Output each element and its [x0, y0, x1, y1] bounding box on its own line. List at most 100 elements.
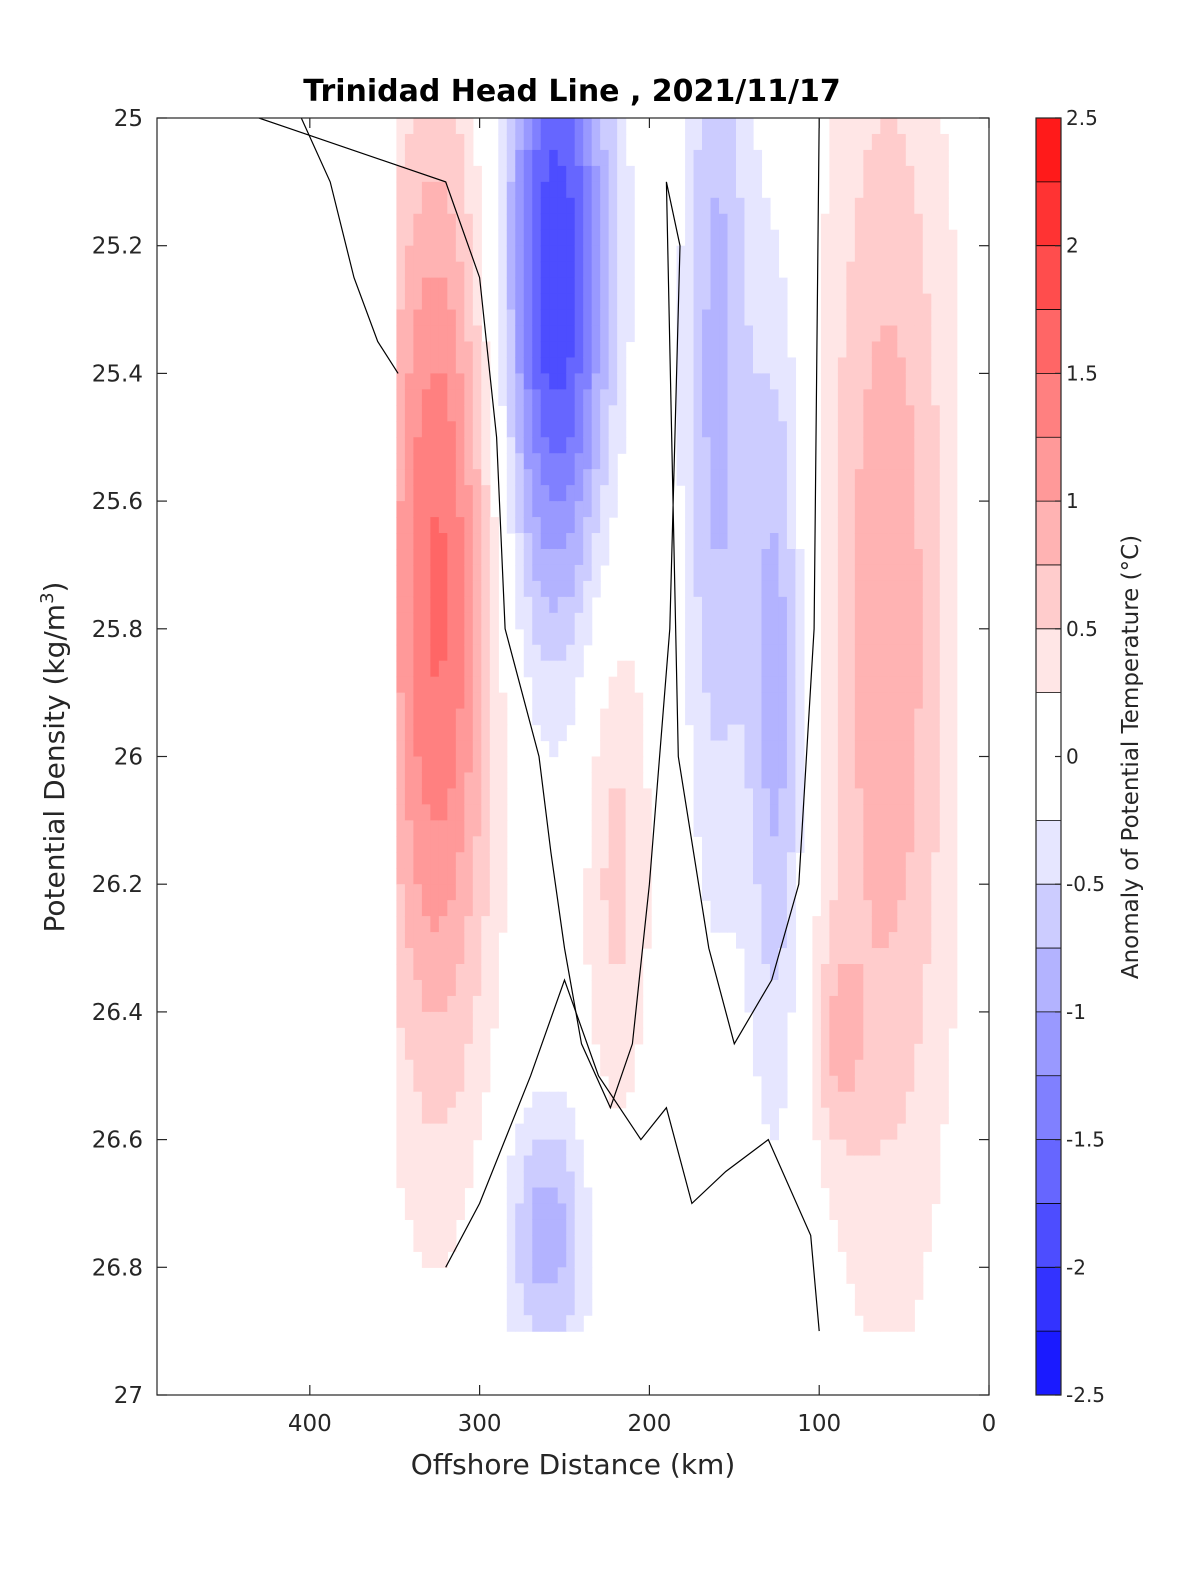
contour-cell [515, 612, 525, 630]
contour-cell [854, 740, 864, 758]
contour-cell [421, 612, 431, 630]
contour-cell [413, 405, 423, 422]
contour-cell [744, 501, 754, 518]
contour-cell [837, 836, 847, 853]
contour-cell [719, 692, 729, 710]
contour-cell [404, 932, 414, 949]
contour-cell [778, 756, 788, 774]
contour-cell [557, 133, 567, 151]
contour-cell [727, 149, 737, 167]
contour-cell [430, 932, 440, 949]
contour-cell [829, 724, 839, 742]
contour-cell [888, 756, 898, 774]
contour-cell [752, 692, 763, 710]
contour-cell [939, 533, 949, 550]
contour-cell [829, 181, 839, 199]
contour-cell [702, 548, 712, 566]
contour-cell [481, 772, 491, 790]
contour-cell [481, 884, 491, 901]
contour-cell [829, 1043, 839, 1061]
contour-cell [413, 261, 423, 279]
contour-cell [702, 293, 712, 311]
contour-cell [583, 932, 593, 949]
contour-cell [574, 1251, 584, 1268]
contour-cell [948, 405, 958, 422]
contour-cell [820, 979, 830, 997]
contour-cell [430, 724, 440, 742]
contour-cell [515, 1251, 525, 1268]
contour-cell [837, 405, 847, 422]
contour-cell [583, 501, 593, 518]
contour-cell [854, 357, 864, 374]
contour-cell [846, 932, 856, 949]
contour-cell [761, 293, 771, 311]
contour-cell [871, 964, 881, 981]
contour-cell [549, 357, 559, 374]
contour-cell [888, 548, 898, 566]
contour-cell [710, 517, 720, 534]
contour-cell [829, 836, 839, 853]
contour-cell [532, 692, 542, 710]
contour-cell [786, 995, 797, 1013]
contour-cell [447, 501, 457, 518]
contour-cell [752, 293, 763, 311]
contour-cell [719, 804, 729, 821]
contour-cell [897, 804, 907, 821]
contour-cell [413, 932, 423, 949]
contour-cell [854, 325, 864, 343]
contour-cell [676, 469, 686, 486]
contour-cell [761, 724, 771, 742]
contour-cell [472, 181, 482, 199]
colorbar-band [1036, 245, 1061, 310]
contour-cell [948, 979, 958, 997]
contour-cell [404, 1011, 414, 1029]
contour-cell [736, 421, 746, 438]
contour-cell [888, 213, 898, 231]
contour-cell [540, 1315, 550, 1332]
contour-cell [472, 309, 482, 327]
contour-cell [693, 517, 703, 534]
contour-cell [438, 772, 448, 790]
contour-cell [922, 644, 932, 662]
contour-cell [719, 309, 729, 327]
contour-cell [710, 501, 720, 518]
contour-cell [413, 676, 423, 694]
contour-cell [600, 149, 610, 167]
contour-cell [685, 245, 695, 263]
contour-cell [922, 868, 932, 885]
contour-cell [863, 852, 873, 869]
contour-cell [837, 325, 847, 343]
contour-cell [871, 517, 881, 534]
contour-cell [769, 964, 780, 981]
contour-cell [880, 517, 890, 534]
contour-cell [812, 1043, 822, 1061]
contour-cell [871, 1299, 881, 1316]
contour-cell [905, 676, 915, 694]
contour-cell [600, 309, 610, 327]
contour-cell [617, 1059, 627, 1077]
contour-cell [404, 118, 414, 135]
contour-cell [702, 453, 712, 470]
contour-cell [591, 341, 601, 359]
contour-cell [464, 740, 474, 758]
contour-cell [591, 309, 601, 327]
contour-cell [540, 580, 550, 598]
contour-cell [744, 213, 754, 231]
contour-cell [600, 533, 610, 550]
contour-cell [948, 389, 958, 406]
contour-cell [591, 501, 601, 518]
contour-cell [888, 437, 898, 454]
contour-cell [404, 756, 414, 774]
contour-cell [540, 676, 550, 694]
contour-cell [837, 1139, 847, 1157]
contour-cell [871, 421, 881, 438]
contour-cell [447, 692, 457, 710]
contour-cell [404, 1203, 414, 1221]
contour-cell [744, 644, 754, 662]
contour-cell [498, 900, 508, 917]
contour-cell [617, 772, 627, 790]
contour-cell [515, 373, 525, 390]
contour-cell [625, 836, 635, 853]
contour-cell [863, 900, 873, 917]
contour-cell [931, 708, 941, 726]
